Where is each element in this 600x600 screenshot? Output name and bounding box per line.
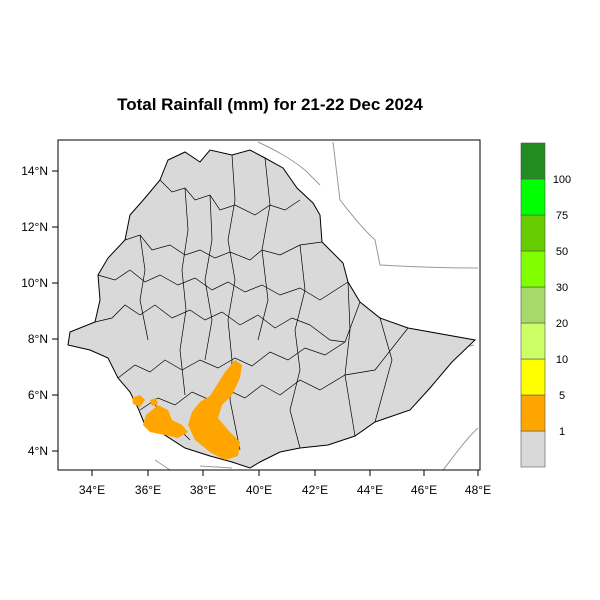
rainfall-patches (132, 360, 242, 460)
legend-swatch (520, 430, 546, 468)
y-tick-label: 10°N (21, 276, 48, 290)
legend-swatch (520, 322, 546, 360)
legend-swatch (520, 142, 546, 180)
legend-label: 1 (559, 426, 565, 438)
x-tick-label: 40°E (246, 483, 272, 497)
x-tick-label: 38°E (190, 483, 216, 497)
y-tick-label: 8°N (28, 332, 48, 346)
legend-swatch (520, 214, 546, 252)
x-tick-label: 34°E (79, 483, 105, 497)
rain-patch-west (143, 405, 188, 438)
legend-swatch (520, 286, 546, 324)
legend-swatch (520, 250, 546, 288)
y-tick-label: 6°N (28, 388, 48, 402)
y-tick-label: 4°N (28, 444, 48, 458)
legend-label: 30 (556, 282, 568, 294)
rain-patch-small-2 (150, 398, 158, 406)
legend-label: 10 (556, 354, 568, 366)
x-tick-label: 44°E (357, 483, 383, 497)
x-axis: 34°E 36°E 38°E 40°E 42°E 44°E 46°E 48°E (79, 470, 491, 497)
x-tick-label: 36°E (135, 483, 161, 497)
legend-label: 75 (556, 210, 568, 222)
x-tick-label: 48°E (465, 483, 491, 497)
rain-patch-south (188, 360, 242, 460)
y-tick-label: 12°N (21, 220, 48, 234)
x-tick-label: 46°E (411, 483, 437, 497)
legend-label: 50 (556, 246, 568, 258)
legend-swatch (520, 394, 546, 432)
country-ethiopia (67, 149, 477, 469)
legend-label: 5 (559, 390, 565, 402)
y-axis: 14°N 12°N 10°N 8°N 6°N 4°N (21, 164, 58, 458)
map-frame (57, 139, 481, 471)
legend-label: 100 (553, 174, 571, 186)
regional-borders (94, 154, 409, 451)
legend-swatch (520, 178, 546, 216)
y-tick-label: 14°N (21, 164, 48, 178)
legend-label: 20 (556, 318, 568, 330)
legend-swatch (520, 358, 546, 396)
map-title: Total Rainfall (mm) for 21-22 Dec 2024 (117, 95, 423, 114)
legend: 1 5 10 20 30 50 75 100 (520, 142, 571, 468)
rain-patch-small-1 (132, 395, 145, 407)
x-tick-label: 42°E (302, 483, 328, 497)
